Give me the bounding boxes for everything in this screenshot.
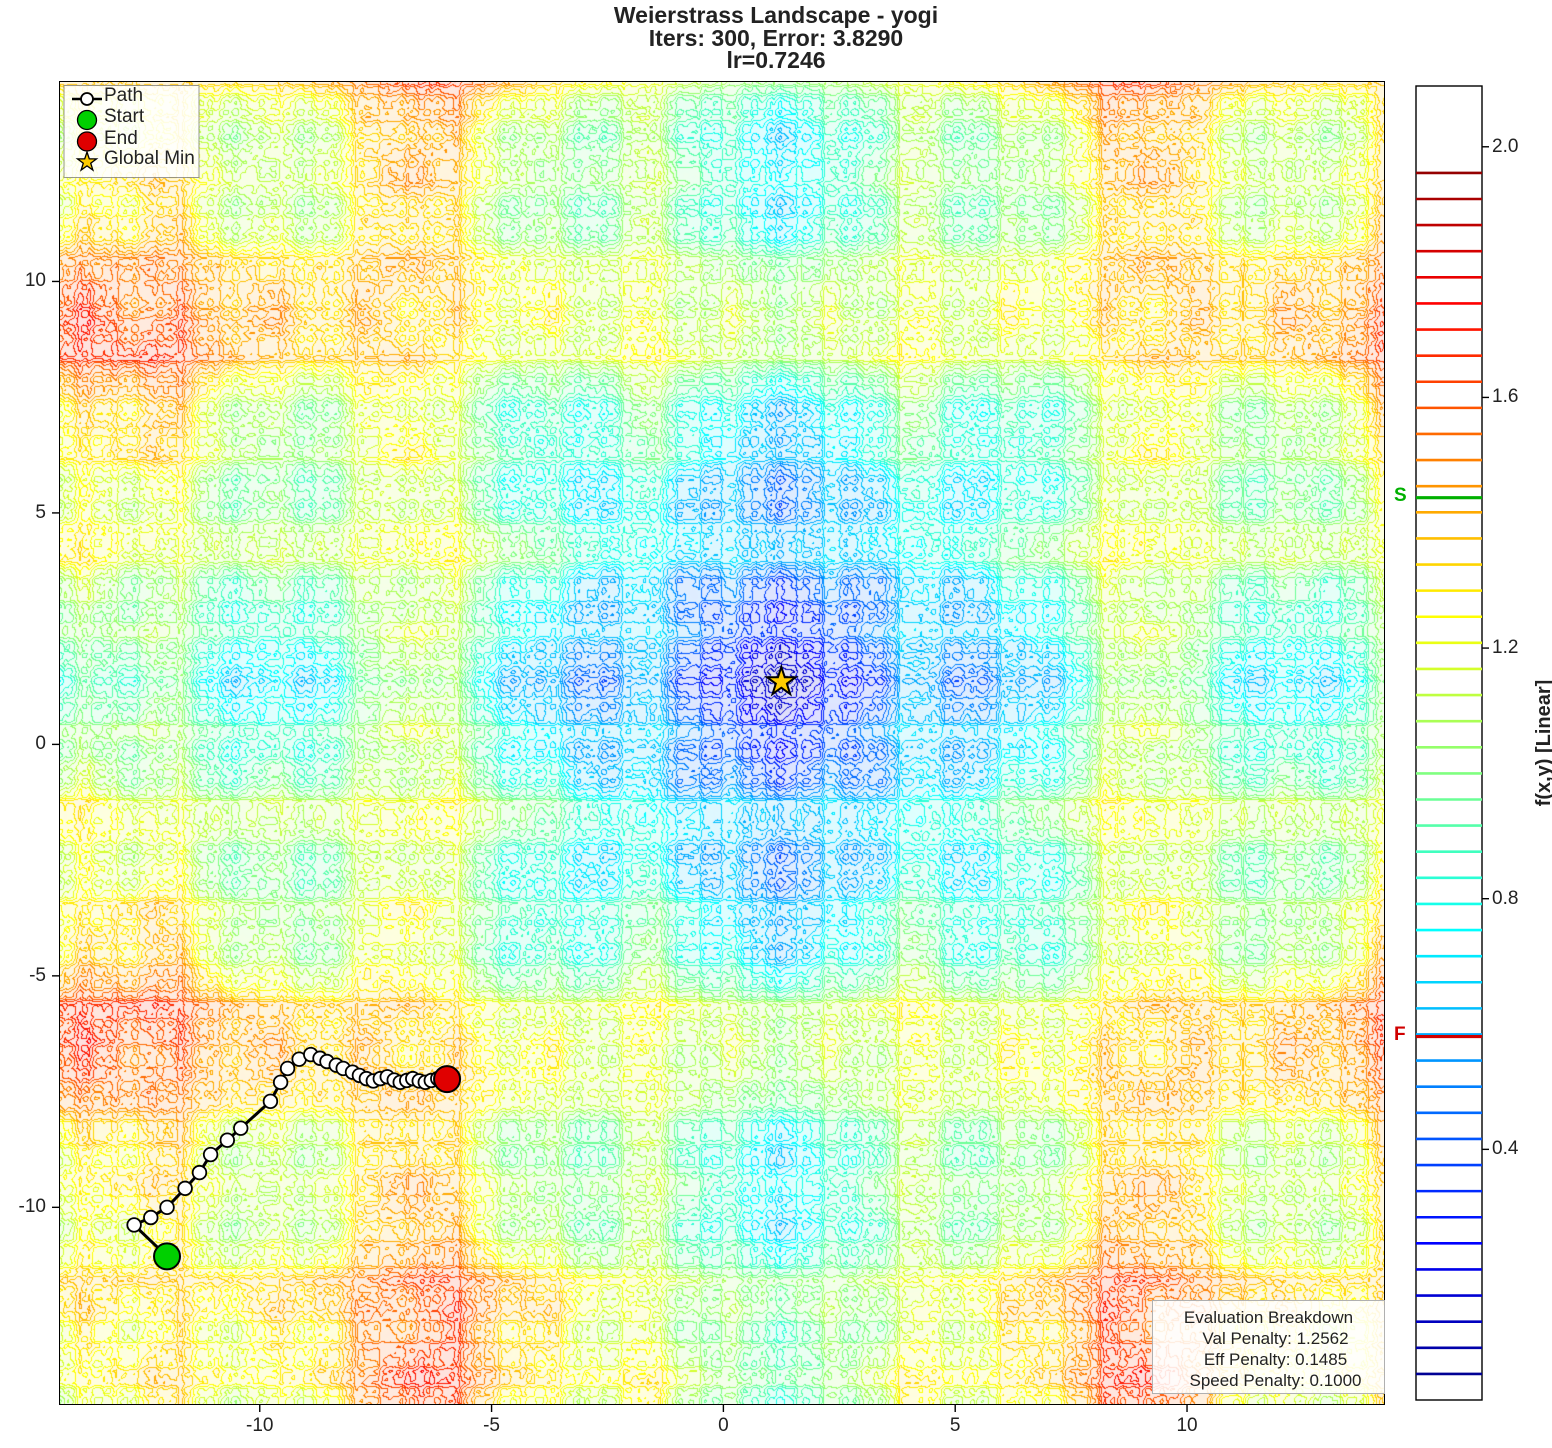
svg-text:f(x,y) [Linear]: f(x,y) [Linear] (1533, 680, 1552, 807)
